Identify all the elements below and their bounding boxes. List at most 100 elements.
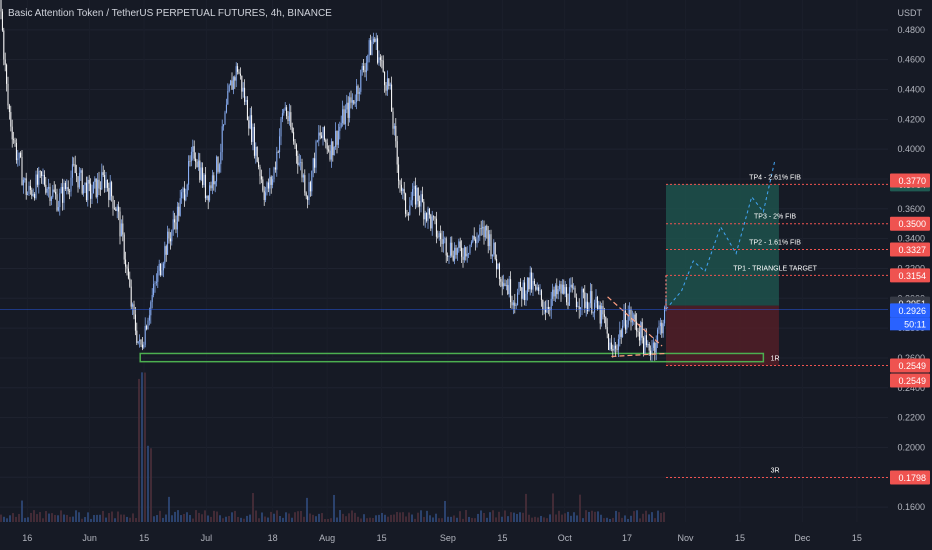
volume-bar bbox=[192, 518, 194, 522]
candle-body bbox=[662, 323, 664, 334]
candle-body bbox=[619, 330, 621, 340]
volume-bar bbox=[579, 494, 581, 522]
candle-body bbox=[531, 272, 533, 290]
volume-bar bbox=[504, 510, 506, 522]
x-tick-label: Dec bbox=[794, 533, 811, 543]
candle-body bbox=[466, 253, 468, 257]
candle-body bbox=[545, 309, 547, 313]
candle-body bbox=[451, 242, 453, 256]
level-label: TP2 - 1.61% FIB bbox=[749, 240, 801, 247]
candle-body bbox=[57, 207, 59, 211]
candle-body bbox=[664, 307, 666, 324]
volume-bar bbox=[582, 518, 584, 522]
candle-body bbox=[413, 185, 415, 190]
candle-body bbox=[462, 256, 464, 260]
volume-bar bbox=[453, 515, 455, 522]
candle-body bbox=[631, 319, 633, 323]
candle-body bbox=[442, 239, 444, 245]
badge-bg bbox=[890, 268, 930, 283]
badge-text: 0.3770 bbox=[898, 176, 926, 186]
candle-body bbox=[279, 136, 281, 153]
candle-body bbox=[416, 187, 418, 205]
volume-bar bbox=[498, 511, 500, 522]
volume-bar bbox=[429, 515, 431, 522]
candle-body bbox=[270, 176, 272, 185]
candle-body bbox=[284, 107, 286, 110]
candle-body bbox=[316, 140, 318, 142]
volume-bar bbox=[366, 518, 368, 522]
volume-bar bbox=[255, 510, 257, 522]
candle-body bbox=[80, 170, 82, 173]
candle-body bbox=[445, 238, 447, 256]
candle-body bbox=[70, 177, 72, 192]
candle-body bbox=[417, 187, 419, 202]
candle-body bbox=[483, 226, 485, 238]
volume-bar bbox=[237, 516, 239, 522]
candle-body bbox=[322, 127, 324, 139]
candle-body bbox=[90, 183, 92, 199]
badge-bg bbox=[890, 358, 930, 373]
candle-body bbox=[185, 194, 187, 201]
candle-body bbox=[158, 263, 160, 271]
candle-body bbox=[325, 139, 327, 143]
candle-body bbox=[519, 281, 521, 288]
candle-body bbox=[171, 230, 173, 242]
candle-body bbox=[314, 158, 316, 168]
volume-bar bbox=[315, 516, 317, 522]
candle-body bbox=[624, 310, 626, 330]
volume-bar bbox=[234, 510, 236, 522]
volume-bar bbox=[132, 513, 134, 522]
candle-body bbox=[22, 179, 24, 186]
candle-body bbox=[613, 345, 615, 351]
volume-bar bbox=[606, 517, 608, 522]
volume-bar bbox=[363, 514, 365, 522]
profit-zone bbox=[666, 184, 779, 306]
candle-body bbox=[371, 41, 373, 55]
candle-body bbox=[297, 155, 299, 166]
volume-bar bbox=[117, 511, 119, 522]
candle-body bbox=[412, 189, 414, 201]
x-tick-label: Aug bbox=[319, 533, 335, 543]
volume-bar bbox=[660, 512, 662, 522]
candle-body bbox=[596, 296, 598, 310]
price-badge: 0.2926 bbox=[890, 303, 930, 318]
candle-body bbox=[36, 174, 38, 185]
volume-bar bbox=[51, 513, 53, 522]
price-badge: 0.3154 bbox=[890, 268, 930, 283]
candle-body bbox=[505, 285, 507, 287]
volume-bar bbox=[321, 513, 323, 522]
candle-body bbox=[143, 344, 145, 348]
volume-bar bbox=[171, 515, 173, 522]
candle-body bbox=[511, 302, 513, 306]
candle-body bbox=[98, 179, 100, 189]
volume-bar bbox=[369, 517, 371, 522]
volume-bar bbox=[270, 511, 272, 522]
candle-body bbox=[24, 178, 26, 180]
candle-body bbox=[622, 325, 624, 337]
volume-bar bbox=[612, 517, 614, 522]
candle-body bbox=[434, 216, 436, 219]
candle-body bbox=[63, 182, 65, 203]
candle-body bbox=[301, 162, 303, 178]
candle-body bbox=[381, 59, 383, 61]
candle-body bbox=[274, 167, 276, 170]
candle-body bbox=[654, 342, 656, 353]
candle-body bbox=[409, 205, 411, 215]
volume-bar bbox=[249, 514, 251, 522]
candle-body bbox=[357, 86, 359, 94]
volume-bar bbox=[294, 512, 296, 522]
candle-body bbox=[91, 193, 93, 199]
candle-body bbox=[206, 195, 208, 199]
candle-body bbox=[507, 285, 509, 295]
candle-body bbox=[172, 219, 174, 231]
candle-body bbox=[496, 258, 498, 270]
candle-body bbox=[66, 187, 68, 189]
volume-bar bbox=[480, 510, 482, 522]
candle-body bbox=[441, 239, 443, 245]
volume-bar bbox=[141, 372, 143, 522]
candle-body bbox=[461, 247, 463, 257]
candle-body bbox=[56, 194, 58, 211]
candle-body bbox=[183, 188, 185, 201]
candle-body bbox=[435, 218, 437, 237]
